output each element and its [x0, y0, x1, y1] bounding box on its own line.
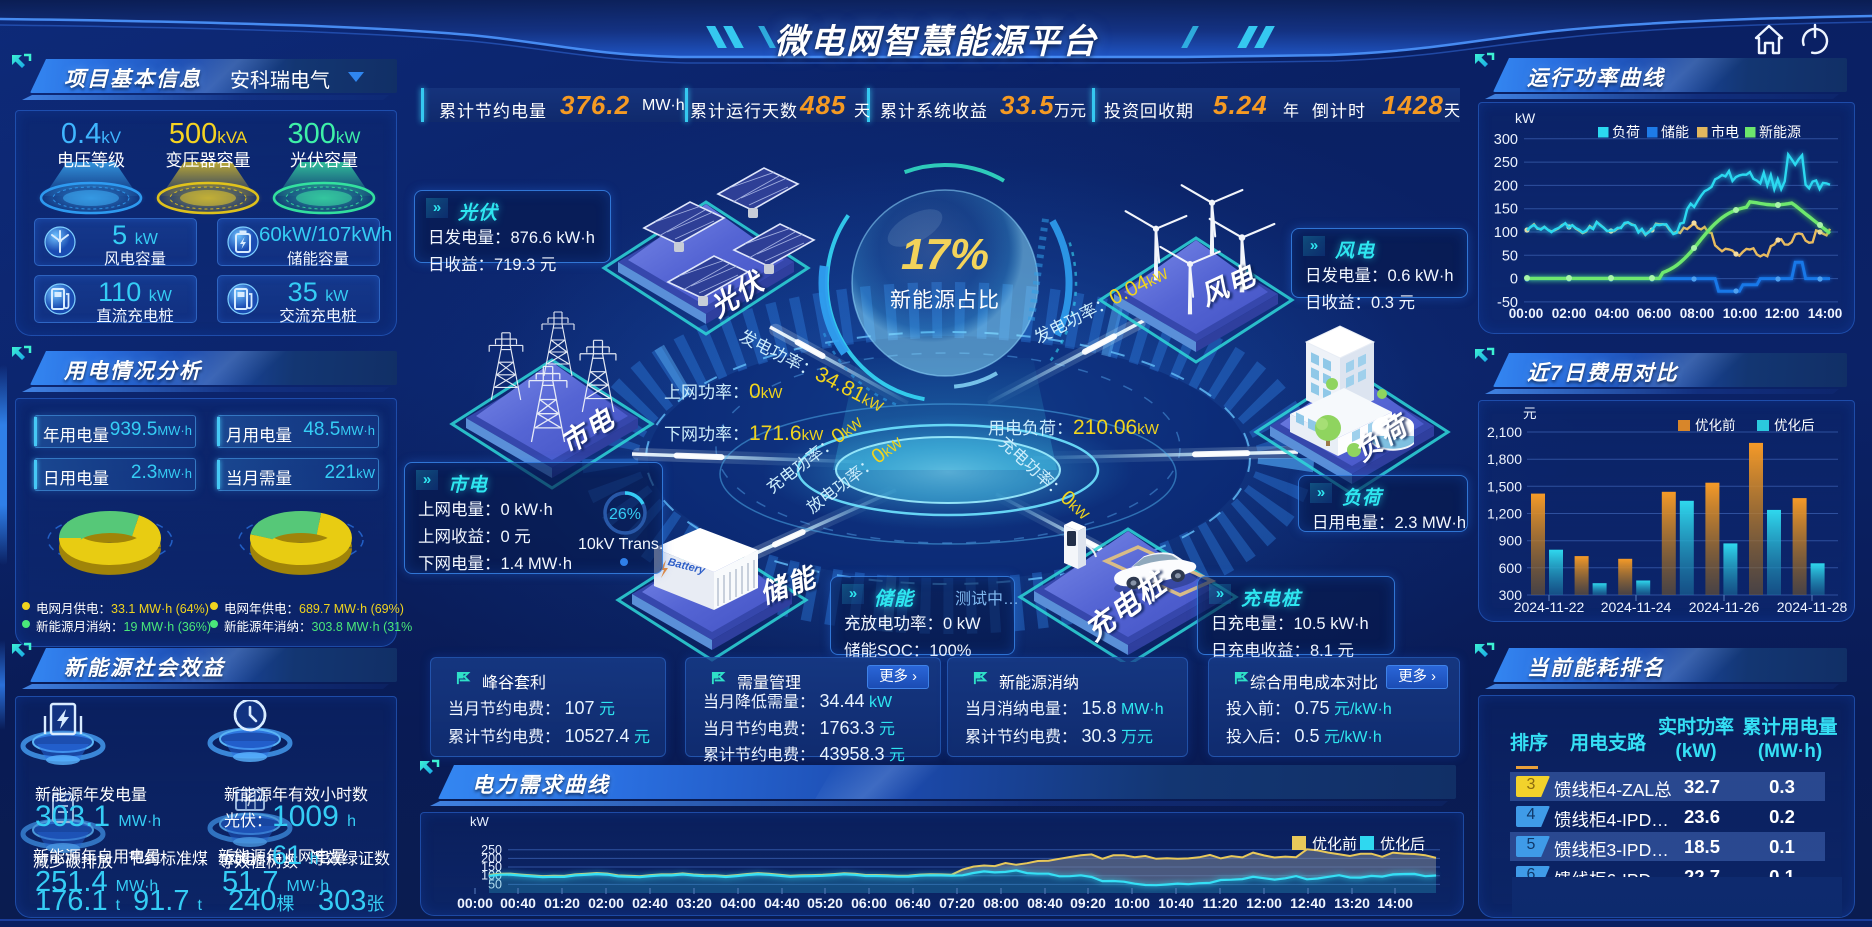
svg-text:50: 50 — [1502, 248, 1518, 264]
svg-text:07:20: 07:20 — [939, 895, 975, 911]
svg-text:下网功率：171.6kW: 下网功率：171.6kW — [664, 422, 824, 445]
svg-text:新能源占比: 新能源占比 — [890, 289, 1000, 312]
svg-text:负荷: 负荷 — [1612, 124, 1640, 140]
svg-text:09:20: 09:20 — [1070, 895, 1106, 911]
svg-text:kW: kW — [1515, 110, 1536, 126]
svg-text:14:00: 14:00 — [1377, 895, 1413, 911]
svg-text:10:40: 10:40 — [1158, 895, 1194, 911]
svg-text:06:40: 06:40 — [895, 895, 931, 911]
svg-text:0: 0 — [1510, 272, 1518, 288]
svg-text:10:00: 10:00 — [1723, 306, 1758, 321]
svg-text:12:00: 12:00 — [1765, 306, 1800, 321]
svg-text:00:40: 00:40 — [500, 895, 536, 911]
svg-text:08:00: 08:00 — [1680, 306, 1715, 321]
svg-text:03:20: 03:20 — [676, 895, 712, 911]
svg-text:150: 150 — [481, 860, 502, 874]
svg-text:02:00: 02:00 — [588, 895, 624, 911]
svg-text:17%: 17% — [901, 230, 989, 279]
svg-text:优化后: 优化后 — [1380, 836, 1425, 853]
svg-text:08:00: 08:00 — [983, 895, 1019, 911]
svg-text:上网功率：0kW: 上网功率：0kW — [664, 380, 783, 403]
svg-text:250: 250 — [481, 843, 502, 857]
svg-text:2024-11-24: 2024-11-24 — [1601, 599, 1672, 615]
svg-text:50: 50 — [488, 877, 502, 891]
svg-text:06:00: 06:00 — [851, 895, 887, 911]
svg-text:11:20: 11:20 — [1202, 895, 1237, 911]
svg-text:02:00: 02:00 — [1552, 306, 1587, 321]
svg-text:元: 元 — [1523, 406, 1537, 421]
svg-text:10:00: 10:00 — [1114, 895, 1150, 911]
svg-text:kW: kW — [470, 814, 490, 829]
svg-text:新能源: 新能源 — [1759, 124, 1801, 140]
svg-text:00:00: 00:00 — [1509, 306, 1544, 321]
svg-text:900: 900 — [1499, 533, 1523, 549]
svg-text:2024-11-28: 2024-11-28 — [1777, 599, 1848, 615]
svg-text:1,800: 1,800 — [1487, 451, 1522, 467]
svg-text:00:00: 00:00 — [457, 895, 493, 911]
svg-text:12:00: 12:00 — [1246, 895, 1282, 911]
svg-text:用电负荷：210.06kW: 用电负荷：210.06kW — [988, 416, 1160, 439]
svg-text:13:20: 13:20 — [1334, 895, 1370, 911]
svg-text:市电: 市电 — [1711, 124, 1739, 140]
svg-text:300: 300 — [1499, 587, 1523, 603]
svg-text:14:00: 14:00 — [1808, 306, 1843, 321]
svg-text:04:40: 04:40 — [764, 895, 800, 911]
svg-text:05:20: 05:20 — [807, 895, 843, 911]
svg-text:优化前: 优化前 — [1695, 417, 1736, 433]
svg-text:08:40: 08:40 — [1027, 895, 1063, 911]
svg-text:300: 300 — [1494, 132, 1518, 148]
svg-text:200: 200 — [1494, 178, 1518, 194]
svg-text:1,500: 1,500 — [1487, 478, 1522, 494]
svg-text:26%: 26% — [609, 506, 641, 523]
svg-text:-50: -50 — [1497, 295, 1518, 311]
svg-text:600: 600 — [1499, 560, 1523, 576]
svg-text:优化后: 优化后 — [1774, 418, 1815, 433]
svg-text:250: 250 — [1494, 155, 1518, 171]
svg-text:2,100: 2,100 — [1487, 424, 1522, 440]
svg-text:储能: 储能 — [1661, 124, 1689, 140]
svg-text:04:00: 04:00 — [720, 895, 756, 911]
svg-text:04:00: 04:00 — [1595, 306, 1630, 321]
svg-text:06:00: 06:00 — [1637, 306, 1672, 321]
svg-text:200: 200 — [481, 851, 502, 865]
svg-text:100: 100 — [1494, 225, 1518, 241]
svg-text:01:20: 01:20 — [544, 895, 580, 911]
svg-text:02:40: 02:40 — [632, 895, 668, 911]
svg-text:优化前: 优化前 — [1312, 836, 1357, 853]
svg-text:2024-11-22: 2024-11-22 — [1514, 599, 1585, 615]
svg-text:150: 150 — [1494, 202, 1518, 218]
svg-text:1,200: 1,200 — [1487, 506, 1522, 522]
svg-text:12:40: 12:40 — [1290, 895, 1326, 911]
svg-text:2024-11-26: 2024-11-26 — [1689, 599, 1760, 615]
